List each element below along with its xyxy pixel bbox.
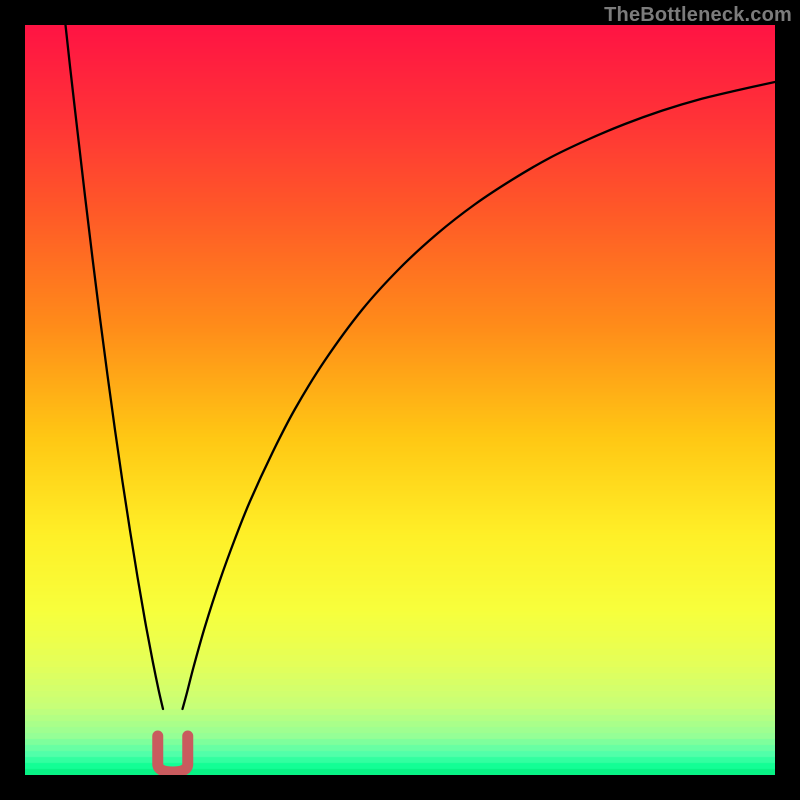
source-watermark: TheBottleneck.com [604,4,792,27]
figure-root: TheBottleneck.com [0,0,800,800]
chart-plot-area [25,25,775,775]
curve-overlay-svg [25,25,775,775]
dip-marker [158,736,188,772]
curve-left-branch [66,25,164,709]
curve-right-branch [183,82,776,709]
